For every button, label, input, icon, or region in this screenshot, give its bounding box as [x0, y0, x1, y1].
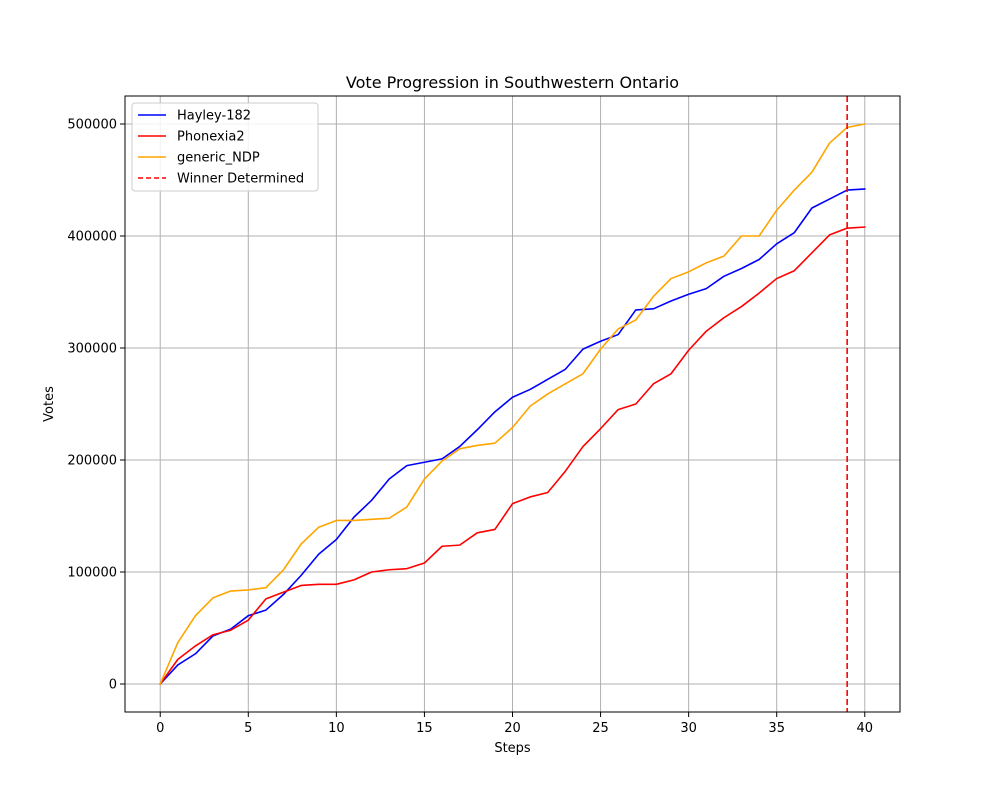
- legend-label: generic_NDP: [177, 151, 260, 166]
- y-tick-label: 200000: [67, 454, 117, 469]
- legend-label: Phonexia2: [177, 130, 245, 145]
- x-tick-label: 10: [328, 721, 345, 736]
- y-tick-label: 400000: [67, 230, 117, 245]
- x-tick-label: 5: [244, 721, 252, 736]
- x-tick-label: 20: [504, 721, 521, 736]
- chart-title: Vote Progression in Southwestern Ontario: [346, 73, 679, 92]
- series-line-generic-ndp: [159, 123, 866, 686]
- series-line-hayley-182: [159, 188, 866, 686]
- x-axis-label: Steps: [494, 741, 531, 756]
- y-axis-label: Votes: [42, 386, 57, 422]
- series-lines: [159, 123, 866, 686]
- x-tick-label: 40: [856, 721, 873, 736]
- legend-label: Hayley-182: [177, 109, 251, 124]
- legend-label: Winner Determined: [177, 172, 304, 187]
- y-axis-ticks: 0 100000 200000 300000 400000 500000: [67, 118, 125, 693]
- legend-box: [131, 102, 319, 192]
- series-line-phonexia2: [159, 226, 866, 686]
- x-tick-label: 30: [680, 721, 697, 736]
- grid-lines: [125, 96, 900, 712]
- x-tick-label: 0: [156, 721, 164, 736]
- y-tick-label: 100000: [67, 566, 117, 581]
- x-tick-label: 15: [416, 721, 433, 736]
- y-tick-label: 0: [109, 678, 117, 693]
- y-tick-label: 500000: [67, 118, 117, 133]
- legend: Hayley-182 Phonexia2 generic_NDP Winner Det…: [131, 102, 319, 192]
- x-tick-label: 35: [768, 721, 785, 736]
- x-axis-ticks: 0 5 10 15 20 25 30 35 40: [156, 712, 873, 736]
- y-tick-label: 300000: [67, 342, 117, 357]
- x-tick-label: 25: [592, 721, 609, 736]
